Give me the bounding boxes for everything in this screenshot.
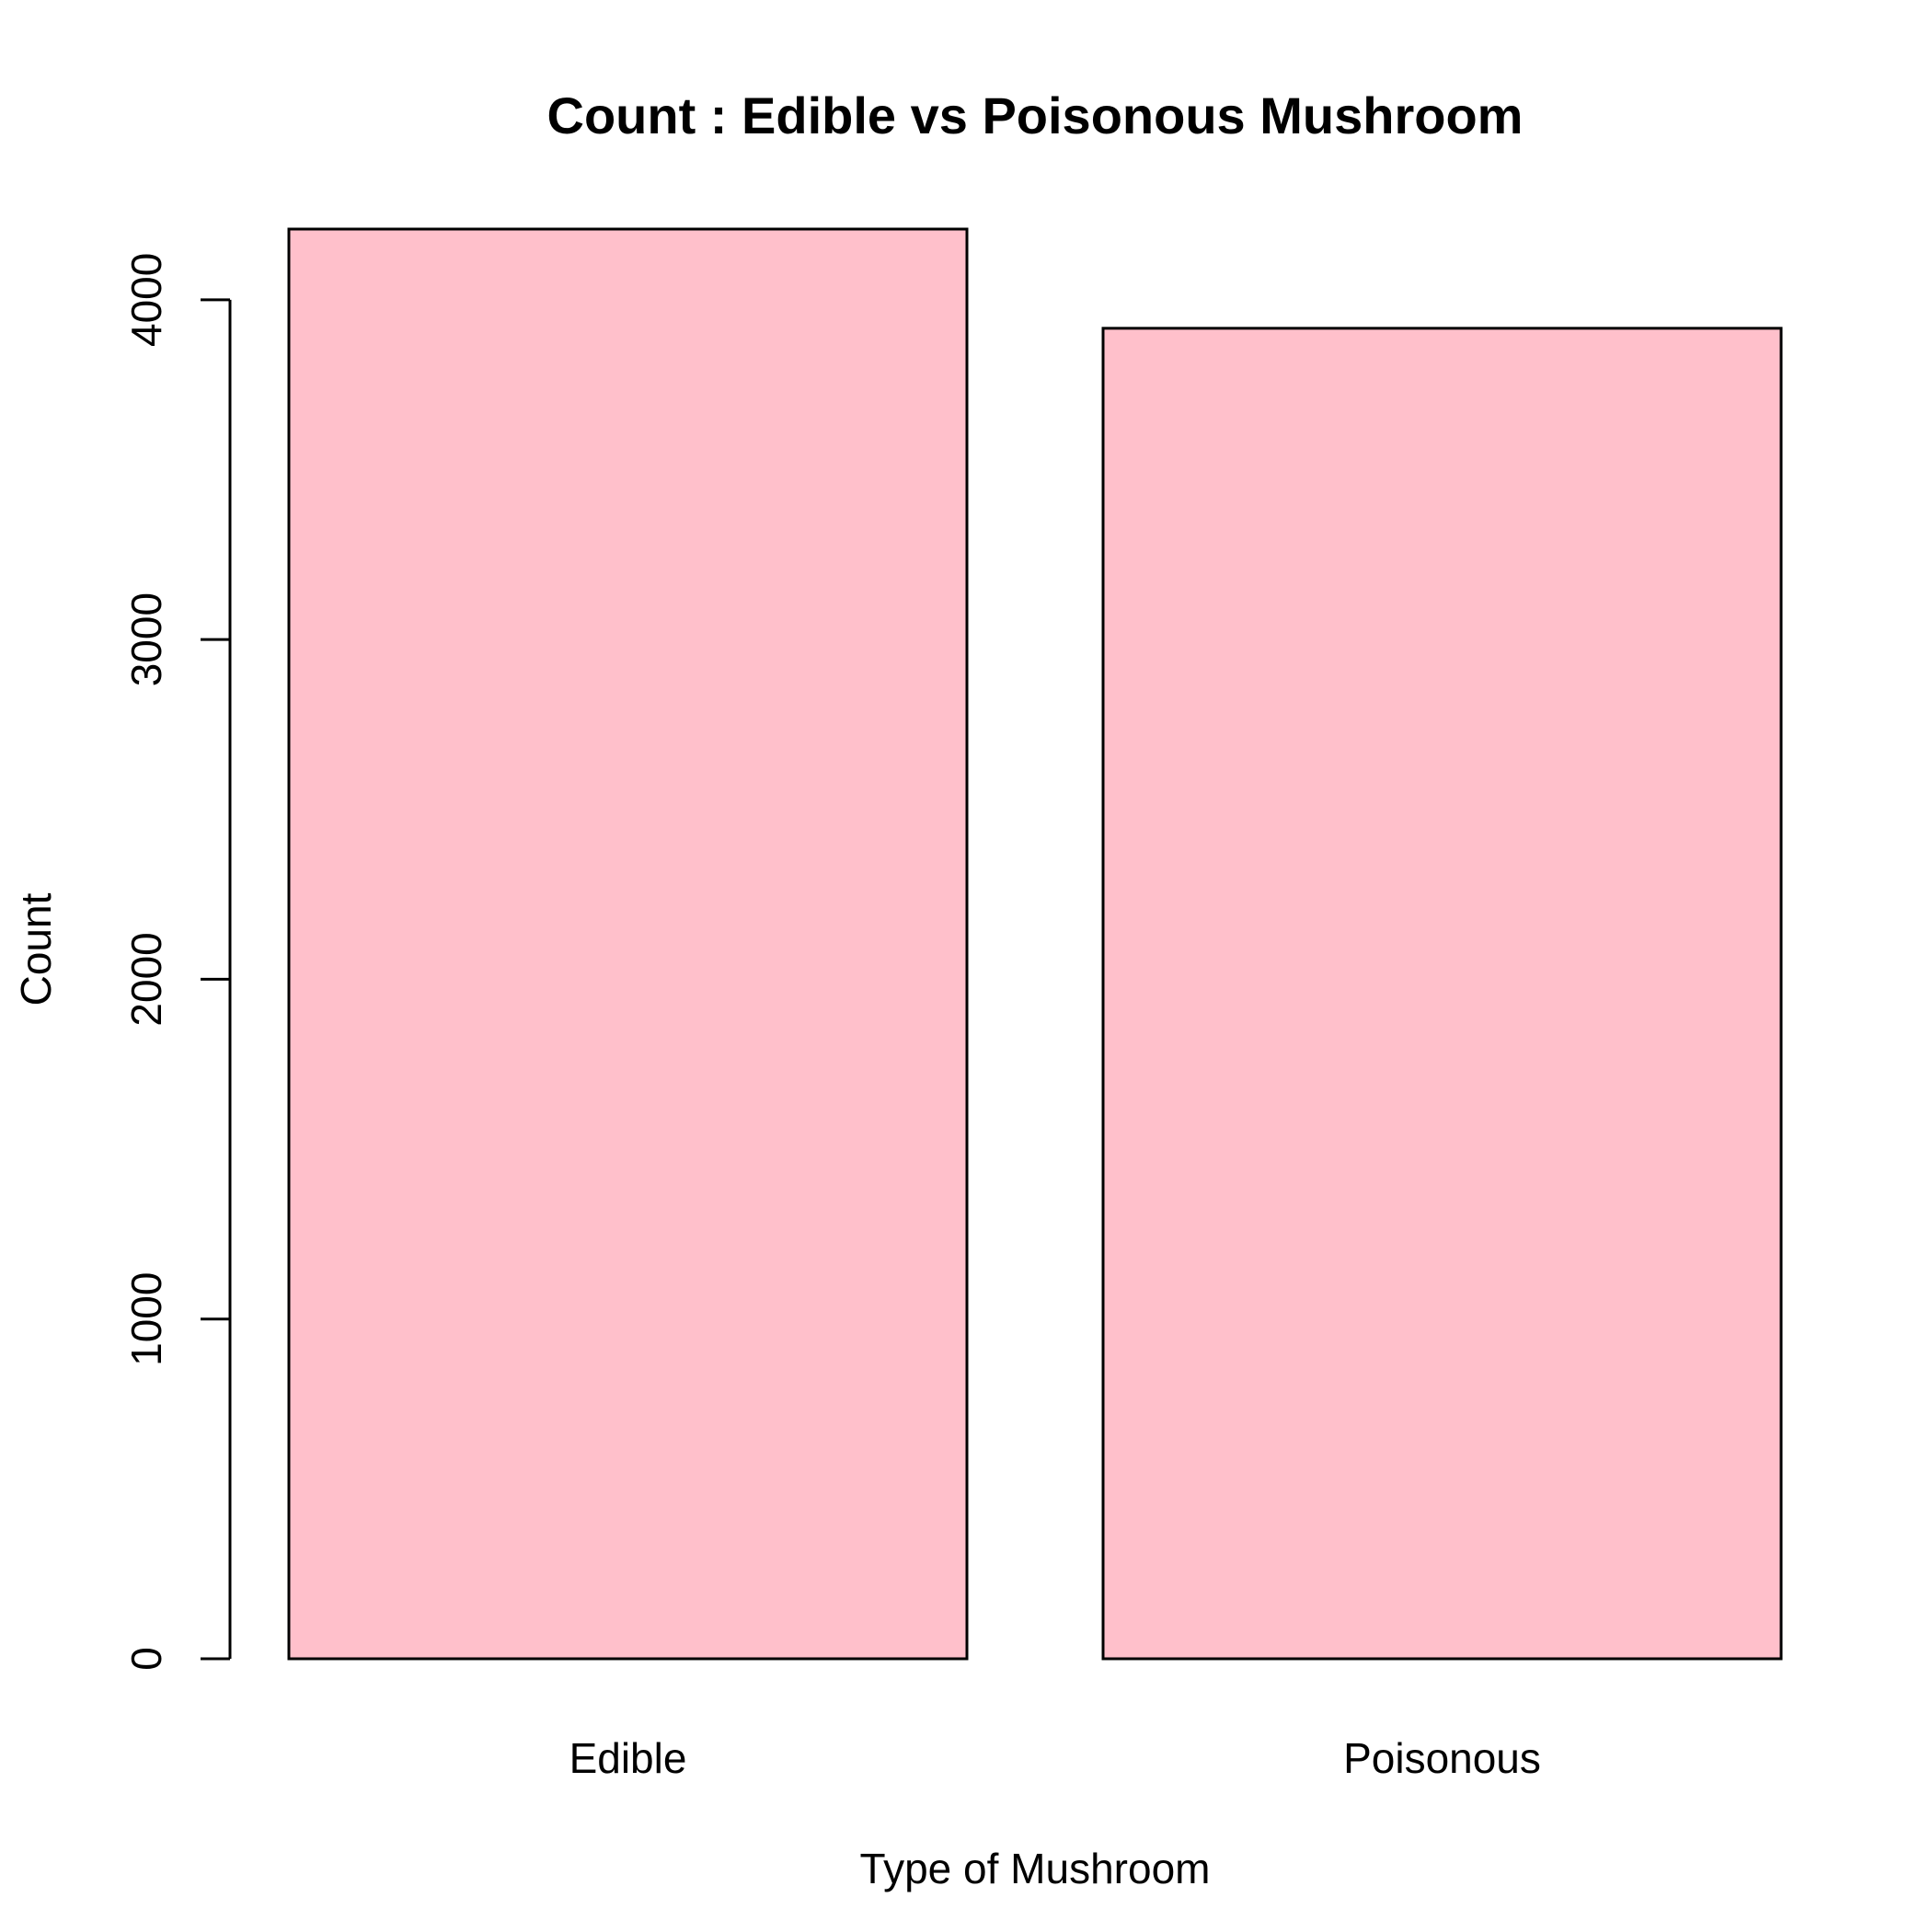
bar-poisonous [1101, 327, 1783, 1661]
y-tick-label: 3000 [122, 592, 170, 686]
x-tick-label-edible: Edible [569, 1734, 687, 1782]
bar-edible [287, 227, 969, 1661]
x-axis-label: Type of Mushroom [860, 1845, 1211, 1892]
y-tick-label: 4000 [122, 253, 170, 347]
x-tick-label-poisonous: Poisonous [1343, 1734, 1541, 1782]
chart-title: Count : Edible vs Poisonous Mushroom [547, 86, 1524, 144]
bars [287, 227, 1783, 1661]
y-tick-label: 0 [122, 1647, 170, 1671]
y-axis: 0 1000 2000 3000 4000 [122, 253, 232, 1671]
y-tick-label: 2000 [122, 932, 170, 1026]
y-tick-label: 1000 [122, 1272, 170, 1366]
y-axis-label: Count [12, 892, 60, 1006]
x-tick-labels: Edible Poisonous [569, 1734, 1541, 1782]
